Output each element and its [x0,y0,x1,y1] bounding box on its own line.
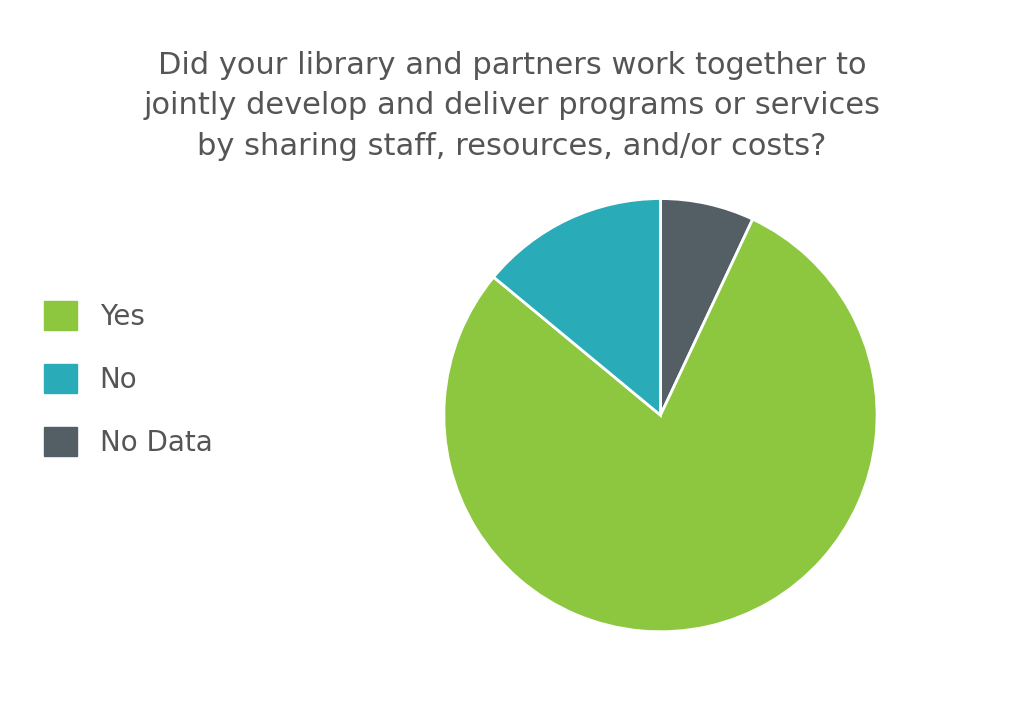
Wedge shape [660,199,753,415]
Wedge shape [443,219,878,632]
Text: Did your library and partners work together to
jointly develop and deliver progr: Did your library and partners work toget… [143,51,881,160]
Wedge shape [494,199,660,415]
Legend: Yes, No, No Data: Yes, No, No Data [31,287,226,471]
